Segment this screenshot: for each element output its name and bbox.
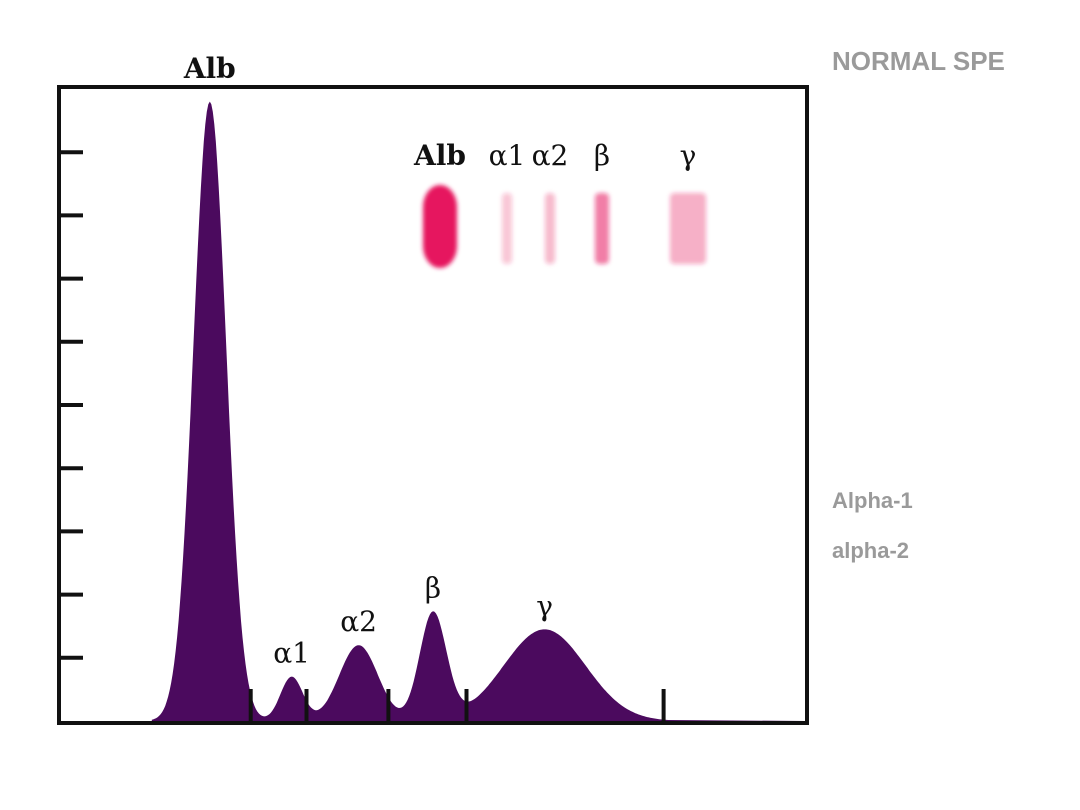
peak-label-1: α1 bbox=[273, 637, 310, 670]
peak-label-2: α2 bbox=[340, 605, 377, 638]
peak-label-alb: Alb bbox=[183, 52, 236, 85]
gel-band-4 bbox=[670, 193, 706, 264]
side-title: NORMAL SPE bbox=[832, 46, 1005, 76]
side-label-alpha-1: Alpha-1 bbox=[832, 488, 913, 513]
peak-label-3: β bbox=[425, 571, 441, 604]
gel-band-1 bbox=[502, 193, 512, 264]
side-label-alpha-2: alpha-2 bbox=[832, 538, 910, 563]
gel-band-0 bbox=[423, 185, 457, 268]
peak-label-4: γ bbox=[536, 589, 553, 622]
gel-label-4: γ bbox=[680, 139, 697, 172]
gel-label-2: α2 bbox=[532, 139, 569, 172]
gel-label-0: Alb bbox=[413, 139, 466, 172]
gel-label-3: β bbox=[594, 139, 610, 172]
gel-label-1: α1 bbox=[489, 139, 526, 172]
spe-curve bbox=[151, 101, 806, 722]
gel-band-3 bbox=[595, 193, 609, 264]
gel-band-2 bbox=[545, 193, 555, 264]
